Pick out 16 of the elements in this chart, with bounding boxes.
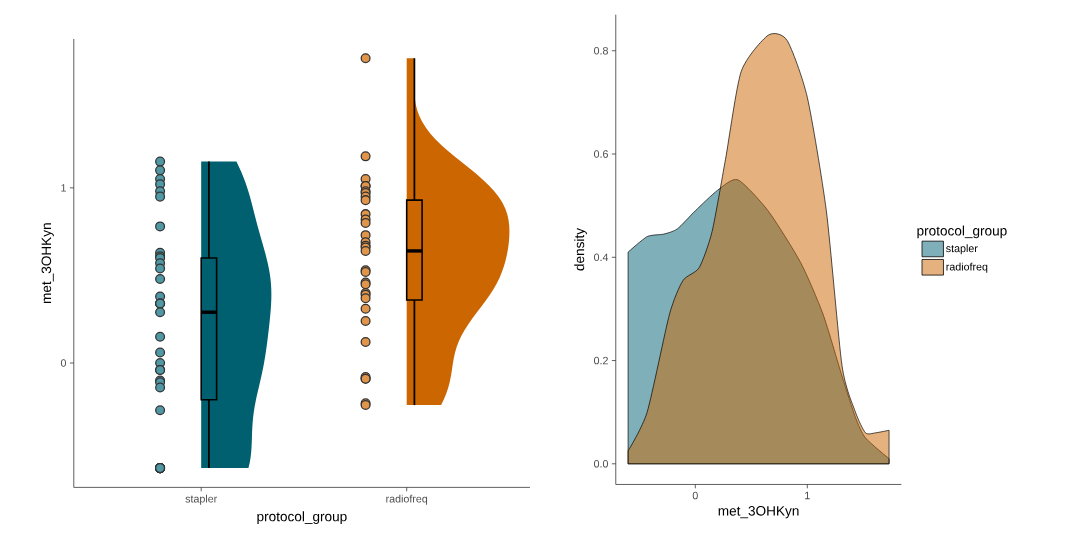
legend-label: radiofreq bbox=[946, 262, 988, 273]
x-axis-title: met_3OHKyn bbox=[718, 505, 799, 519]
x-axis-title: protocol_group bbox=[257, 511, 347, 524]
legend-label: stapler bbox=[946, 244, 978, 255]
x-tick-label: 1 bbox=[805, 491, 810, 500]
y-tick-label: 0.8 bbox=[594, 46, 608, 55]
x-tick-label: 0 bbox=[692, 491, 698, 500]
x-tick-label: stapler bbox=[185, 494, 218, 505]
y-tick-label: 0.2 bbox=[594, 356, 608, 365]
y-tick-label: 0.4 bbox=[594, 253, 609, 262]
y-tick-label: 0.6 bbox=[594, 150, 608, 158]
y-axis-title: met_3OHKyn bbox=[41, 223, 54, 304]
y-axis-title: density bbox=[574, 228, 587, 271]
legend-title: protocol_group bbox=[917, 225, 1007, 239]
y-tick-label: 0.0 bbox=[594, 460, 609, 468]
x-tick-label: radiofreq bbox=[386, 494, 428, 505]
